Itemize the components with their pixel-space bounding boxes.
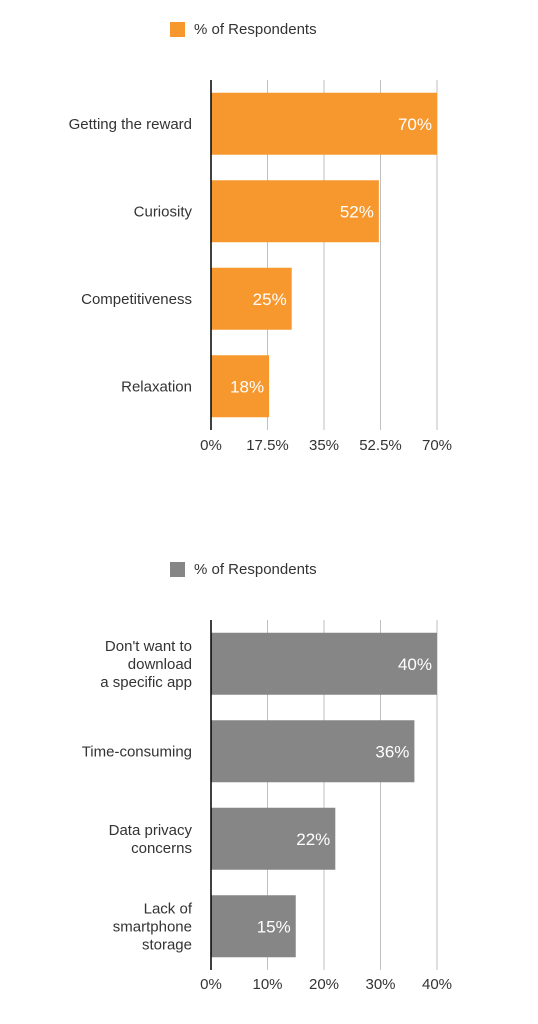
legend: % of Respondents	[170, 21, 317, 38]
legend-swatch	[170, 562, 185, 577]
bar	[211, 720, 415, 783]
category-label: Data privacy concerns	[109, 822, 193, 857]
bar	[211, 180, 379, 243]
bar	[211, 895, 296, 958]
category-label-line: storage	[142, 936, 192, 953]
x-tick-label: 0%	[200, 437, 222, 454]
category-label: Relaxation	[121, 378, 192, 395]
category-label-line: Don't want to	[105, 638, 192, 655]
legend-label: % of Respondents	[194, 561, 317, 578]
legend-swatch	[170, 22, 185, 37]
category-label-line: Data privacy	[109, 822, 193, 839]
legend: % of Respondents	[170, 561, 317, 578]
barriers-bar-chart: 40% Don't want to download a specific app 36…	[82, 620, 452, 993]
category-label: Curiosity	[134, 203, 193, 220]
category-label: Don't want to download a specific app	[100, 638, 192, 691]
x-tick-label: 0%	[200, 976, 222, 993]
bar	[211, 92, 437, 155]
bar	[211, 267, 292, 330]
x-tick-label: 35%	[309, 437, 339, 454]
bar-value-label: 18%	[230, 377, 264, 396]
bar	[211, 807, 336, 870]
category-label: Competitiveness	[81, 291, 192, 308]
bar-value-label: 36%	[375, 742, 409, 761]
bar	[211, 632, 437, 695]
bar-value-label: 25%	[253, 290, 287, 309]
barriers-chart: % of Respondents 40% Don't want to downloa…	[0, 540, 538, 1024]
category-label-line: smartphone	[113, 918, 192, 935]
x-tick-label: 10%	[252, 976, 282, 993]
bar-value-label: 22%	[296, 830, 330, 849]
motivation-bar-chart: 70% Getting the reward 52% Curiosity 25% Comp…	[69, 80, 452, 454]
legend-label: % of Respondents	[194, 21, 317, 38]
category-label-line: a specific app	[100, 674, 192, 691]
x-tick-label: 40%	[422, 976, 452, 993]
bar-value-label: 52%	[340, 202, 374, 221]
category-label-line: concerns	[131, 840, 192, 857]
x-tick-label: 52.5%	[359, 437, 402, 454]
x-tick-label: 70%	[422, 437, 452, 454]
x-tick-label: 17.5%	[246, 437, 289, 454]
category-label-line: download	[128, 656, 192, 673]
x-tick-label: 30%	[365, 976, 395, 993]
bar-value-label: 40%	[398, 655, 432, 674]
category-label: Lack of smartphone storage	[113, 900, 193, 953]
bar	[211, 355, 270, 418]
category-label: Getting the reward	[69, 116, 192, 133]
category-label-line: Lack of	[144, 900, 193, 917]
category-label: Time-consuming	[82, 743, 192, 760]
bar-value-label: 15%	[257, 917, 291, 936]
motivation-chart: % of Respondents 70% Getting the reward 52…	[0, 0, 538, 500]
x-tick-label: 20%	[309, 976, 339, 993]
category-label-line: Time-consuming	[82, 743, 192, 760]
bar-value-label: 70%	[398, 115, 432, 134]
